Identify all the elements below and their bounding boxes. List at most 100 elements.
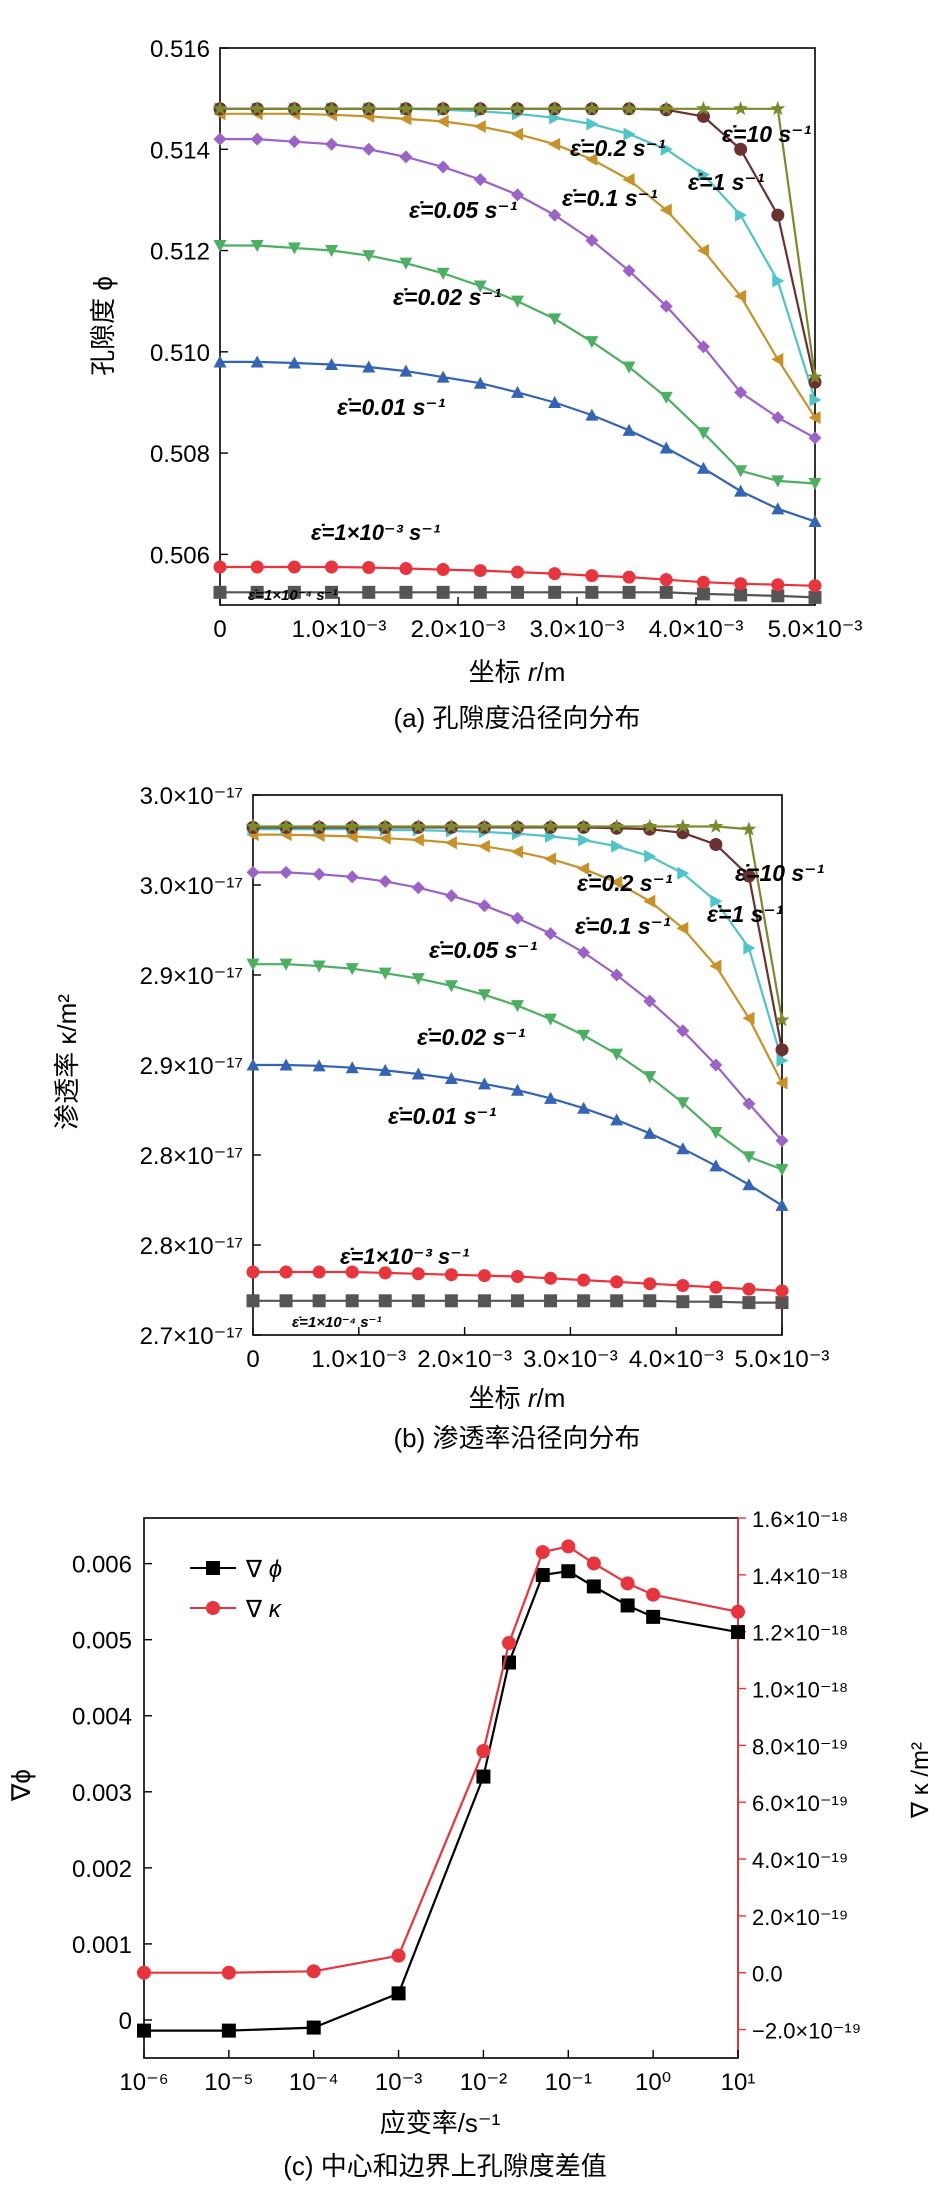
data-point bbox=[362, 142, 376, 156]
data-point bbox=[659, 299, 673, 313]
data-point bbox=[362, 561, 376, 575]
panel-c-legend: ∇ ϕ ∇ κ bbox=[190, 1556, 283, 1623]
data-point bbox=[696, 461, 710, 474]
data-point bbox=[548, 395, 562, 408]
panel-a-label-0.05: ε̇=0.05 s⁻¹ bbox=[409, 197, 518, 223]
data-point bbox=[586, 1579, 601, 1594]
x-tick-label: 10⁻⁵ bbox=[204, 2069, 253, 2096]
data-point bbox=[473, 119, 486, 133]
panel-b-label-1: ε̇=1 s⁻¹ bbox=[707, 901, 784, 927]
x-tick-label: 10⁻³ bbox=[375, 2069, 422, 2096]
data-point bbox=[312, 1059, 326, 1072]
data-point bbox=[578, 833, 591, 847]
data-point bbox=[473, 564, 487, 578]
data-point bbox=[287, 242, 301, 255]
x-tick-label: 10⁰ bbox=[635, 2069, 671, 2096]
panel-a-label-0.2: ε̇=0.2 s⁻¹ bbox=[570, 135, 666, 161]
data-point bbox=[137, 2023, 151, 2038]
data-point bbox=[743, 941, 756, 955]
y-tick-label: 0.508 bbox=[150, 441, 210, 468]
legend-marker-phi bbox=[206, 1561, 220, 1575]
data-point bbox=[213, 585, 227, 599]
data-point bbox=[411, 1294, 425, 1308]
data-point bbox=[548, 585, 562, 599]
data-point bbox=[610, 1048, 624, 1061]
data-point bbox=[696, 101, 711, 116]
data-point bbox=[250, 239, 264, 252]
data-point bbox=[361, 101, 377, 116]
data-point bbox=[213, 355, 227, 368]
data-point bbox=[511, 295, 524, 308]
data-point bbox=[476, 1769, 491, 1784]
data-point bbox=[444, 836, 457, 850]
panel-b-label-0.02: ε̇=0.02 s⁻¹ bbox=[417, 1024, 526, 1050]
data-point bbox=[771, 411, 785, 425]
data-point bbox=[435, 101, 451, 116]
panel-c-xlabel: 应变率/s⁻¹ bbox=[380, 2108, 501, 2138]
panel-a-ylabel: 孔隙度 ϕ bbox=[88, 276, 118, 376]
y2-tick-label: 4.0×10⁻¹⁹ bbox=[752, 1848, 848, 1873]
x-tick-label: 10⁻⁶ bbox=[119, 2069, 168, 2096]
data-point bbox=[324, 101, 339, 116]
data-point bbox=[742, 1178, 756, 1191]
data-point bbox=[808, 514, 822, 527]
data-point bbox=[535, 1545, 550, 1560]
data-point bbox=[378, 831, 391, 845]
data-point bbox=[510, 818, 525, 833]
data-point bbox=[344, 818, 360, 833]
data-point bbox=[325, 137, 339, 151]
data-point bbox=[547, 101, 563, 116]
data-point bbox=[511, 911, 524, 925]
data-point bbox=[279, 958, 293, 971]
data-point bbox=[444, 1072, 458, 1085]
data-point bbox=[511, 565, 524, 579]
data-point bbox=[734, 577, 748, 591]
data-point bbox=[399, 585, 413, 599]
data-point bbox=[610, 968, 624, 982]
data-point bbox=[643, 1277, 657, 1291]
series-line bbox=[144, 1570, 739, 2032]
y-tick-label: 2.9×10⁻¹⁷ bbox=[140, 963, 243, 990]
panel-b-xlabel-unit: /m bbox=[537, 1383, 566, 1413]
data-point bbox=[659, 203, 672, 217]
data-point bbox=[511, 1000, 524, 1013]
series-5 bbox=[213, 107, 821, 425]
data-point bbox=[399, 364, 413, 377]
data-point bbox=[287, 585, 301, 599]
panel-a-xlabel-main: 坐标 bbox=[469, 657, 528, 687]
data-point bbox=[646, 1587, 661, 1602]
data-point bbox=[378, 1266, 392, 1280]
data-point bbox=[620, 1598, 635, 1613]
series-0 bbox=[213, 585, 822, 604]
data-point bbox=[577, 1101, 591, 1114]
data-point bbox=[809, 393, 822, 407]
data-point bbox=[250, 560, 264, 574]
data-point bbox=[511, 188, 524, 202]
y-tick-label: 0.516 bbox=[150, 36, 210, 63]
data-point bbox=[660, 142, 673, 156]
data-point bbox=[473, 280, 487, 293]
data-point bbox=[411, 1267, 425, 1281]
series-line bbox=[220, 360, 816, 523]
data-point bbox=[399, 112, 412, 126]
panel-b: 0 1.0×10⁻³ 2.0×10⁻³ 3.0×10⁻³ 4.0×10⁻³ 5.0×10⁻… bbox=[52, 783, 829, 1453]
y-tick-label: 0.506 bbox=[150, 542, 210, 569]
data-point bbox=[287, 135, 301, 149]
data-point bbox=[213, 239, 227, 252]
data-point bbox=[610, 1275, 624, 1289]
data-point bbox=[246, 958, 260, 971]
panel-c-y2label: ∇ κ /m² bbox=[907, 1742, 934, 1819]
data-point bbox=[345, 870, 359, 884]
data-point bbox=[659, 573, 673, 587]
series-0 bbox=[246, 1294, 789, 1310]
data-point bbox=[742, 1151, 756, 1164]
data-point bbox=[731, 1625, 745, 1640]
data-point bbox=[577, 862, 590, 876]
data-point bbox=[623, 127, 636, 141]
legend-label-phi: ∇ ϕ bbox=[245, 1556, 282, 1583]
data-point bbox=[548, 313, 562, 326]
data-point bbox=[776, 1054, 789, 1067]
data-point bbox=[477, 989, 491, 1002]
data-point bbox=[399, 150, 413, 164]
data-point bbox=[511, 845, 524, 859]
